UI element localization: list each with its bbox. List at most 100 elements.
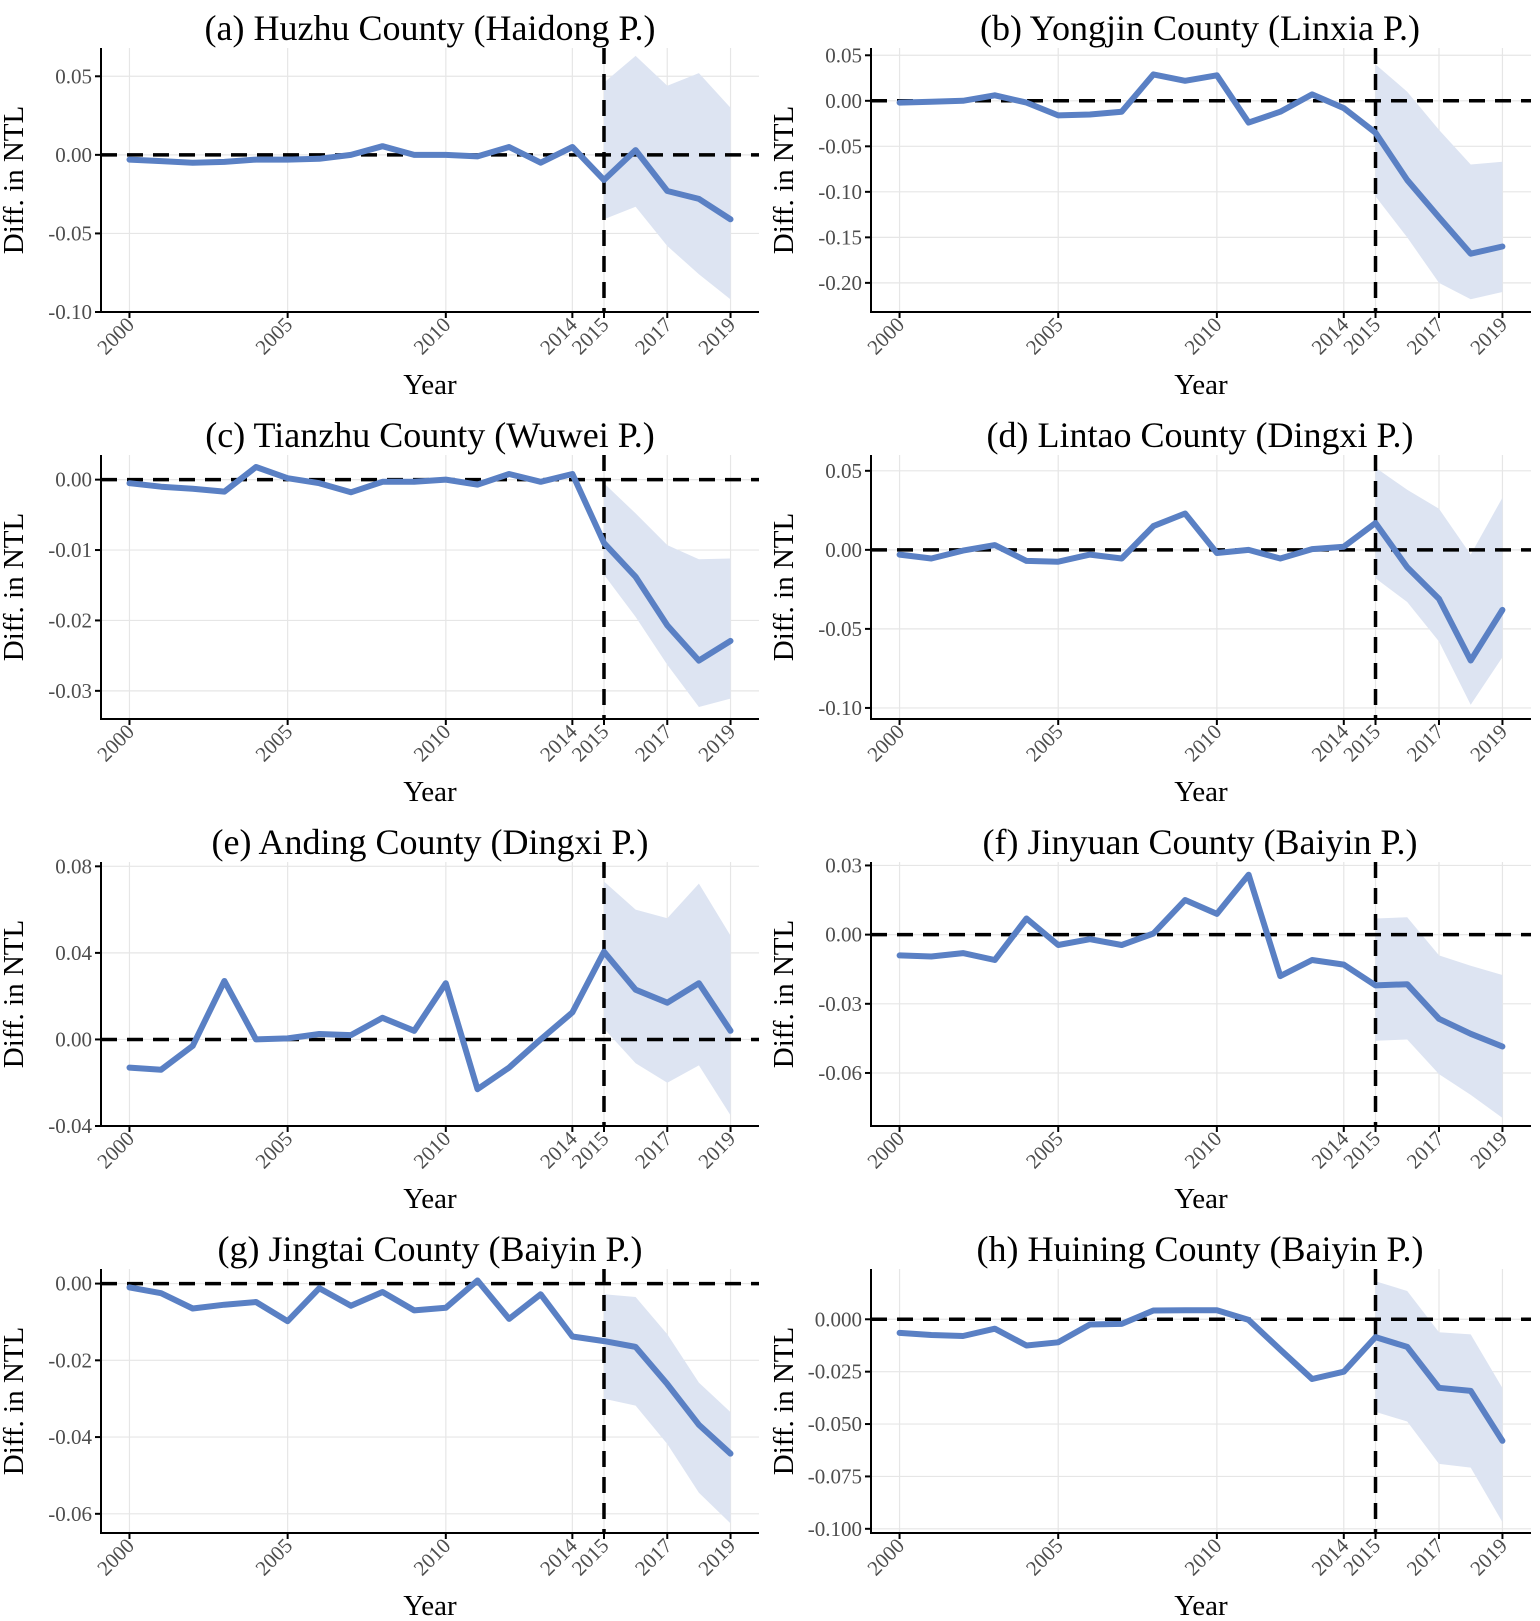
- x-tick-label: 2010: [1180, 1127, 1227, 1174]
- y-tick-label: 0.00: [825, 923, 862, 947]
- y-axis-title: Diff. in NTL: [0, 106, 30, 254]
- x-axis-title: Year: [1174, 369, 1228, 401]
- x-tick-label: 2017: [1402, 1534, 1449, 1581]
- y-tick-label: -0.04: [48, 1114, 92, 1138]
- y-tick-label: 0.00: [55, 143, 92, 167]
- y-axis-title: Diff. in NTL: [0, 920, 30, 1068]
- x-tick-label: 2000: [92, 1534, 139, 1581]
- x-tick-label: 2005: [251, 1127, 298, 1174]
- x-tick-label: 2010: [409, 1127, 456, 1174]
- y-tick-label: 0.08: [55, 854, 92, 878]
- y-tick-label: 0.03: [825, 853, 862, 877]
- y-tick-label: -0.10: [48, 300, 92, 324]
- y-tick-label: 0.00: [55, 1272, 92, 1296]
- series-line: [896, 871, 1506, 1050]
- x-tick-label: 2000: [92, 313, 139, 360]
- x-tick-label: 2000: [862, 720, 909, 767]
- x-tick-label: 2010: [1180, 313, 1227, 360]
- x-tick-label: 2015: [1338, 1534, 1385, 1581]
- y-tick-label: 0.00: [825, 538, 862, 562]
- confidence-band: [604, 483, 731, 707]
- x-tick-label: 2010: [1180, 720, 1227, 767]
- series-line: [896, 510, 1506, 664]
- x-tick-label: 2005: [1021, 1127, 1068, 1174]
- y-axis-title: Diff. in NTL: [768, 513, 800, 661]
- y-axis-title: Diff. in NTL: [768, 1327, 800, 1475]
- y-tick-label: -0.03: [48, 679, 92, 703]
- y-tick-label: -0.025: [808, 1360, 862, 1384]
- x-axis-title: Year: [403, 369, 457, 401]
- panel-title: (h) Huining County (Baiyin P.): [977, 1229, 1424, 1269]
- confidence-band: [604, 881, 731, 1116]
- y-tick-label: 0.05: [55, 64, 92, 88]
- y-tick-label: -0.01: [48, 538, 92, 562]
- y-tick-label: -0.05: [818, 617, 862, 641]
- x-axis-title: Year: [1174, 776, 1228, 808]
- x-tick-label: 2017: [630, 313, 677, 360]
- panel-title: (a) Huzhu County (Haidong P.): [205, 8, 656, 48]
- x-tick-label: 2015: [567, 1127, 614, 1174]
- x-axis-title: Year: [403, 1183, 457, 1215]
- x-tick-label: 2005: [1021, 313, 1068, 360]
- x-tick-label: 2015: [1338, 1127, 1385, 1174]
- x-tick-label: 2017: [1402, 720, 1449, 767]
- series-line: [126, 948, 734, 1093]
- panel-title: (c) Tianzhu County (Wuwei P.): [205, 415, 655, 455]
- x-tick-label: 2000: [862, 1534, 909, 1581]
- x-tick-label: 2005: [251, 720, 298, 767]
- confidence-band: [1375, 1281, 1503, 1523]
- x-axis-title: Year: [1174, 1183, 1228, 1215]
- y-axis-title: Diff. in NTL: [0, 1327, 30, 1475]
- x-tick-label: 2019: [693, 313, 740, 360]
- x-tick-label: 2015: [1338, 720, 1385, 767]
- x-tick-label: 2019: [1465, 313, 1512, 360]
- x-tick-label: 2015: [567, 1534, 614, 1581]
- y-tick-label: -0.05: [818, 134, 862, 158]
- series-line: [126, 1277, 734, 1457]
- x-tick-label: 2017: [630, 1127, 677, 1174]
- x-tick-label: 2010: [409, 720, 456, 767]
- x-tick-label: 2019: [693, 1534, 740, 1581]
- y-tick-label: -0.10: [818, 180, 862, 204]
- panel-title: (g) Jingtai County (Baiyin P.): [218, 1229, 643, 1269]
- y-tick-label: 0.05: [825, 43, 862, 67]
- y-tick-label: -0.03: [818, 992, 862, 1016]
- x-tick-label: 2017: [630, 1534, 677, 1581]
- x-axis-title: Year: [403, 1590, 457, 1621]
- x-tick-label: 2019: [1465, 720, 1512, 767]
- x-tick-label: 2010: [1180, 1534, 1227, 1581]
- x-tick-label: 2005: [1021, 720, 1068, 767]
- panel-title: (b) Yongjin County (Linxia P.): [980, 8, 1420, 48]
- y-tick-label: -0.02: [48, 608, 92, 632]
- series-line: [896, 1307, 1506, 1444]
- y-axis-title: Diff. in NTL: [0, 513, 30, 661]
- panel-title: (e) Anding County (Dingxi P.): [212, 822, 649, 862]
- y-tick-label: -0.050: [808, 1412, 862, 1436]
- y-axis-title: Diff. in NTL: [768, 106, 800, 254]
- x-tick-label: 2015: [1338, 313, 1385, 360]
- confidence-band: [604, 1294, 731, 1524]
- x-tick-label: 2019: [1465, 1534, 1512, 1581]
- x-axis-title: Year: [1174, 1590, 1228, 1621]
- y-tick-label: -0.06: [48, 1502, 92, 1526]
- x-tick-label: 2005: [251, 1534, 298, 1581]
- x-tick-label: 2000: [862, 313, 909, 360]
- confidence-band: [604, 55, 731, 300]
- y-tick-label: -0.05: [48, 221, 92, 245]
- series-line: [126, 464, 734, 664]
- y-tick-label: -0.06: [818, 1061, 862, 1085]
- x-tick-label: 2017: [1402, 313, 1449, 360]
- y-tick-label: -0.20: [818, 271, 862, 295]
- x-tick-label: 2015: [567, 720, 614, 767]
- x-tick-label: 2005: [251, 313, 298, 360]
- x-tick-label: 2005: [1021, 1534, 1068, 1581]
- x-tick-label: 2000: [862, 1127, 909, 1174]
- y-tick-label: 0.000: [815, 1307, 862, 1331]
